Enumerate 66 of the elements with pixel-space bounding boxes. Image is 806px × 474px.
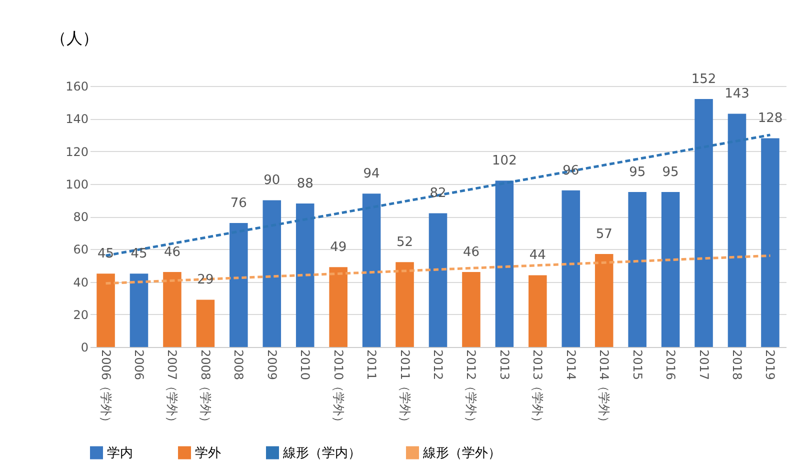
x-tick-label: 2015 bbox=[630, 350, 644, 380]
x-tick-label: 2011（学外） bbox=[398, 350, 412, 428]
legend-label: 学内 bbox=[107, 446, 133, 461]
data-label: 143 bbox=[724, 86, 750, 102]
x-tick-label: 2010 bbox=[298, 350, 312, 380]
bar bbox=[528, 275, 547, 347]
y-tick-label: 120 bbox=[66, 144, 88, 159]
bar bbox=[562, 190, 580, 347]
data-label: 102 bbox=[492, 154, 517, 169]
x-tick-label: 2006 bbox=[132, 350, 146, 380]
data-label: 45 bbox=[130, 246, 148, 262]
bar bbox=[462, 272, 480, 347]
data-label: 95 bbox=[629, 165, 646, 180]
x-tick-label: 2017 bbox=[696, 350, 711, 380]
x-tick-label: 2008（学外） bbox=[198, 350, 212, 428]
legend-label: 線形（学外） bbox=[422, 446, 501, 461]
x-tick-label: 2012（学外） bbox=[464, 350, 478, 428]
bar bbox=[594, 254, 614, 347]
x-tick-label: 2007（学外） bbox=[165, 350, 180, 428]
y-tick-label: 160 bbox=[66, 80, 88, 94]
x-tick-label: 2014 bbox=[564, 350, 578, 380]
y-axis-title: （人） bbox=[50, 28, 98, 48]
data-label: 46 bbox=[164, 244, 180, 260]
x-tick-label: 2013（学外） bbox=[530, 350, 545, 428]
bar bbox=[130, 274, 148, 347]
data-label: 152 bbox=[691, 72, 716, 88]
data-label: 49 bbox=[330, 240, 347, 256]
x-tick-label: 2006（学外） bbox=[98, 350, 113, 428]
legend-label: 学外 bbox=[195, 446, 221, 461]
y-tick-label: 20 bbox=[73, 308, 88, 322]
bar bbox=[661, 192, 680, 347]
legend-label: 線形（学内） bbox=[282, 446, 361, 461]
x-tick-label: 2013 bbox=[497, 350, 512, 380]
x-tick-label: 2014（学外） bbox=[597, 350, 612, 428]
data-label: 44 bbox=[529, 248, 546, 264]
x-tick-label: 2011 bbox=[364, 350, 379, 380]
data-label: 90 bbox=[264, 173, 280, 188]
data-label: 46 bbox=[462, 244, 480, 260]
y-tick-label: 100 bbox=[66, 177, 88, 192]
data-label: 88 bbox=[296, 176, 314, 192]
bar bbox=[428, 213, 448, 347]
y-tick-label: 40 bbox=[73, 275, 88, 290]
data-label: 45 bbox=[98, 246, 114, 262]
data-label: 128 bbox=[758, 111, 783, 126]
x-tick-label: 2012 bbox=[431, 350, 445, 380]
x-tick-label: 2008 bbox=[232, 350, 246, 380]
x-tick-label: 2016 bbox=[664, 350, 678, 380]
data-label: 52 bbox=[396, 235, 414, 250]
x-tick-label: 2010（学外） bbox=[331, 350, 346, 428]
y-tick-label: 80 bbox=[73, 210, 88, 224]
y-tick-label: 140 bbox=[66, 112, 88, 126]
bar bbox=[628, 192, 646, 347]
x-tick-label: 2018 bbox=[730, 350, 744, 380]
data-label: 57 bbox=[596, 227, 612, 242]
y-tick-label: 0 bbox=[80, 340, 88, 354]
data-label: 76 bbox=[230, 196, 247, 212]
bar bbox=[196, 300, 215, 347]
x-tick-label: 2019 bbox=[763, 350, 778, 380]
data-label: 94 bbox=[363, 166, 380, 182]
data-label: 95 bbox=[662, 165, 679, 180]
bar bbox=[163, 272, 182, 347]
bar bbox=[96, 274, 115, 347]
bar bbox=[329, 267, 348, 347]
y-tick-label: 60 bbox=[73, 242, 88, 257]
x-tick-label: 2009 bbox=[264, 350, 279, 380]
bar bbox=[396, 262, 414, 347]
